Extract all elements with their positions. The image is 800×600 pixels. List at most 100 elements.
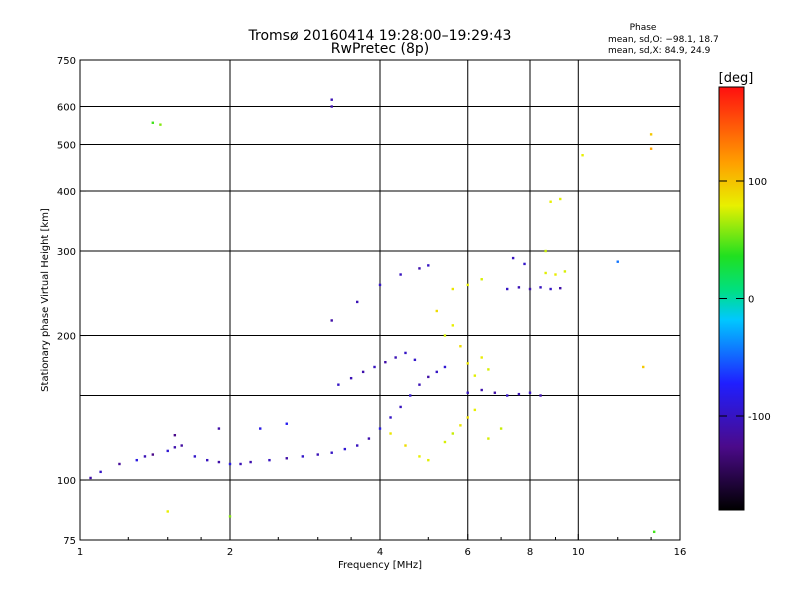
echo-point-o [367,437,371,440]
echo-point-x [404,444,407,447]
echo-point-o [285,422,288,425]
echo-point-o [301,455,305,458]
echo-point-o [143,455,147,458]
echo-point-o [413,358,417,362]
echo-point-o [528,391,532,394]
echo-point-x [549,200,552,203]
echo-point-o [427,375,430,379]
echo-point-o [259,427,262,430]
echo-point-x [559,197,562,201]
echo-point-o [394,356,397,359]
echo-point-x [581,154,584,157]
y-tick-label: 500 [57,141,76,152]
echo-point-x [451,324,455,327]
echo-point-x [544,249,547,253]
echo-point-o [539,286,542,289]
echo-point-x [649,147,653,150]
echo-point-o [355,444,359,447]
echo-point-x [228,515,232,518]
echo-point-o [337,383,340,386]
phase-stats-heading: Phase [630,23,657,33]
echo-point-o [505,287,509,291]
y-tick-label: 750 [57,56,76,67]
echo-point-o [399,273,402,276]
x-tick-label: 2 [227,547,233,558]
echo-point-o [249,460,252,464]
echo-point-o [505,394,509,397]
echo-point-o [399,405,402,409]
echo-point-o [151,453,155,456]
echo-point-x [473,374,477,377]
echo-point-o [135,458,138,462]
echo-point-o [355,300,359,304]
echo-point-x [563,270,567,273]
echo-point-o [361,370,365,374]
echo-point-o [480,388,483,392]
echo-point-x [466,283,469,287]
echo-point-o [384,360,387,364]
echo-point-o [173,433,177,437]
x-tick-label: 16 [674,547,687,558]
echo-point-o [173,446,177,449]
echo-point-o [316,453,319,456]
echo-point-x [443,334,447,337]
echo-point-x [649,133,653,136]
colorbar-ticks: 100 0 -100 [719,177,771,423]
echo-point-x [480,278,483,281]
echo-point-o [493,391,497,394]
echo-point-o [466,391,469,394]
x-axis-label: Frequency [MHz] [338,560,422,571]
echo-point-x [616,260,619,263]
echo-point-x [159,123,162,126]
echo-point-o [559,286,562,290]
echo-point-x [151,121,155,124]
echo-point-o [418,267,421,270]
echo-point-o [418,383,421,386]
echo-point-x [435,309,438,313]
echo-point-x [652,530,656,534]
echo-point-o [228,462,232,466]
x-tick-label: 8 [527,547,533,558]
echo-point-o [330,451,333,454]
echo-point-x [466,362,469,365]
echo-point-o [89,476,92,480]
echo-point-x [459,424,462,427]
echo-point-x [473,408,477,412]
data-points [89,98,656,534]
echo-point-o [99,470,102,474]
echo-point-x [554,273,557,276]
echo-point-x [443,440,447,444]
echo-point-o [193,455,197,458]
echo-point-o [404,351,407,355]
echo-point-o [343,447,347,451]
echo-point-o [217,427,221,430]
grid [80,60,680,540]
echo-point-x [166,510,169,513]
colorbar-tick-label: 100 [748,177,767,188]
colorbar-tick-label: -100 [748,412,771,423]
echo-point-o [373,365,376,369]
y-tick-label: 300 [57,247,76,258]
echo-point-o [378,283,382,287]
echo-point-x [451,287,455,291]
echo-point-o [239,462,242,466]
echo-point-x [427,458,430,462]
y-tick-label: 100 [57,476,76,487]
echo-point-o [389,416,392,419]
echo-point-o [285,457,288,460]
colorbar-tick-label: 0 [748,295,754,306]
echo-point-x [418,455,421,458]
echo-point-x [487,437,490,440]
phase-stats-o: mean, sd,O: −98.1, 18.7 [608,35,719,45]
echo-point-o [427,264,430,267]
echo-point-x [642,365,645,369]
echo-point-x [544,271,547,275]
y-tick-label: 75 [63,536,76,547]
echo-point-o [435,370,438,374]
echo-point-o [378,427,382,430]
chart-subtitle: RwPretec (8p) [331,41,429,57]
y-tick-label: 600 [57,103,76,114]
echo-point-o [539,394,542,397]
echo-point-o [217,460,221,464]
echo-point-o [517,286,521,289]
